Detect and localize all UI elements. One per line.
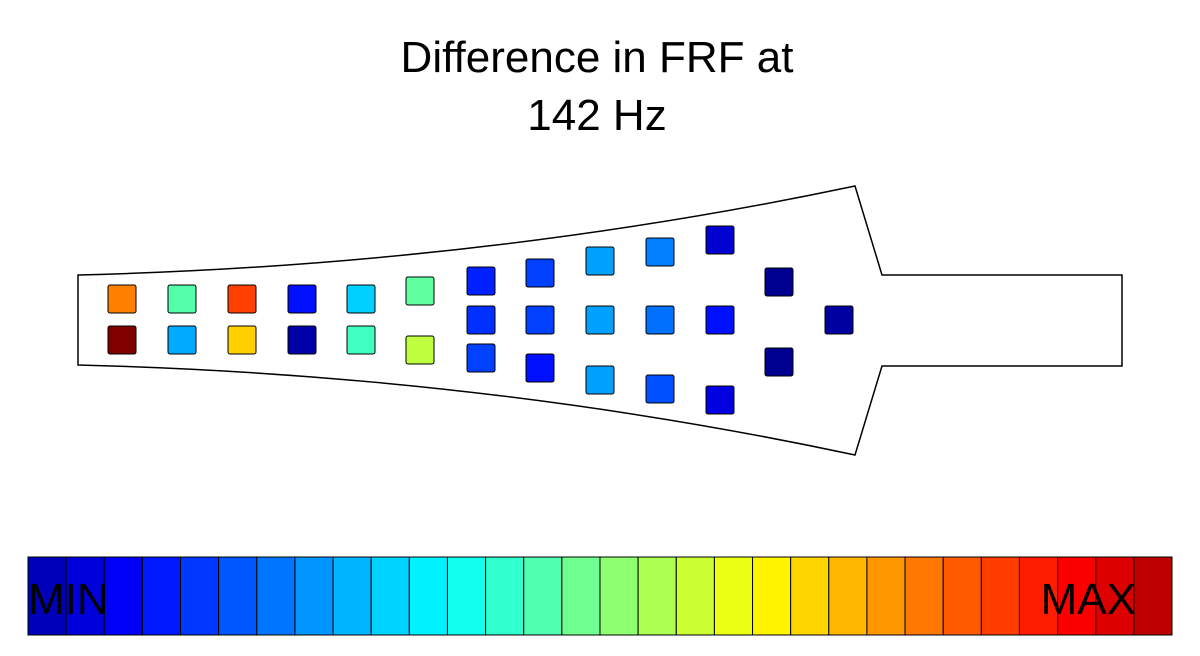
colorbar-segment xyxy=(256,556,296,636)
colorbar-segment xyxy=(408,556,448,636)
colorbar-segment xyxy=(980,556,1020,636)
colorbar-min-label: MIN xyxy=(28,575,109,624)
sensor xyxy=(525,258,555,288)
colorbar-segment xyxy=(904,556,944,636)
sensor xyxy=(346,325,376,355)
colorbar-segment xyxy=(103,556,143,636)
colorbar-segment xyxy=(1095,556,1135,636)
colorbar-segment xyxy=(446,556,487,636)
colorbar-segment xyxy=(332,556,372,636)
sensor xyxy=(824,305,854,335)
colorbar-segment xyxy=(637,556,677,636)
colorbar-segment xyxy=(828,556,868,636)
sensor xyxy=(167,284,197,314)
sensor xyxy=(585,246,615,276)
colorbar-segment xyxy=(713,556,754,636)
sensor xyxy=(585,305,615,335)
colorbar xyxy=(27,556,1173,636)
title-line: 142 Hz xyxy=(527,91,666,140)
sensor xyxy=(107,325,137,355)
colorbar-segment xyxy=(485,556,525,636)
colorbar-segment xyxy=(1133,556,1173,636)
sensor xyxy=(405,335,435,365)
sensor xyxy=(705,225,735,255)
colorbar-segment xyxy=(180,556,220,636)
sensor xyxy=(346,284,376,314)
sensor xyxy=(705,385,735,415)
colorbar-max-label: MAX xyxy=(1041,575,1136,624)
sensor xyxy=(227,284,257,314)
colorbar-segment xyxy=(218,556,258,636)
colorbar-segment xyxy=(523,556,563,636)
colorbar-segment xyxy=(294,556,334,636)
colorbar-segment xyxy=(370,556,410,636)
sensor xyxy=(167,325,197,355)
sensor xyxy=(227,325,257,355)
sensor xyxy=(466,305,496,335)
colorbar-segment xyxy=(675,556,715,636)
sensor xyxy=(525,305,555,335)
colorbar-segment xyxy=(790,556,830,636)
colorbar-segment xyxy=(752,556,792,636)
colorbar-segment xyxy=(561,556,601,636)
sensor xyxy=(645,374,675,404)
colorbar-segment xyxy=(65,556,105,636)
colorbar-segment xyxy=(942,556,982,636)
sensor xyxy=(645,237,675,267)
sensor xyxy=(764,347,794,377)
title-line: Difference in FRF at xyxy=(401,33,794,82)
colorbar-segment xyxy=(141,556,182,636)
sensor xyxy=(466,343,496,373)
sensor xyxy=(585,365,615,395)
sensor xyxy=(405,276,435,306)
sensor xyxy=(466,266,496,296)
sensor xyxy=(764,267,794,297)
colorbar-segment xyxy=(1018,556,1059,636)
sensors xyxy=(107,225,854,415)
sensor xyxy=(287,284,317,314)
sensor xyxy=(107,284,137,314)
sensor xyxy=(645,305,675,335)
sensor xyxy=(287,325,317,355)
sensor xyxy=(705,305,735,335)
colorbar-segment xyxy=(599,556,639,636)
sensor xyxy=(525,353,555,383)
colorbar-segment xyxy=(866,556,906,636)
